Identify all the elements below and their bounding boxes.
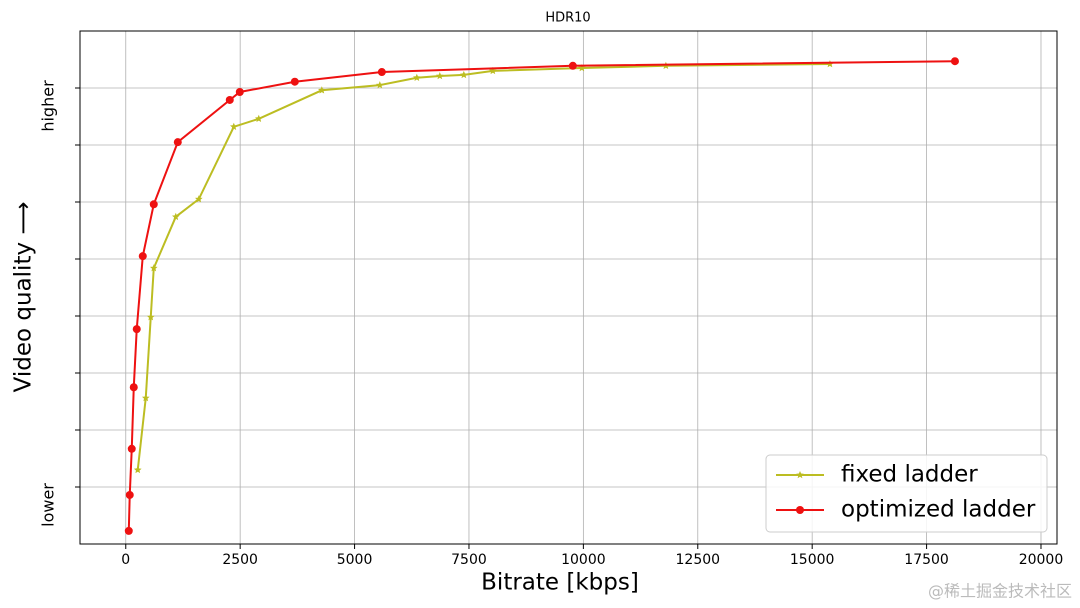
legend-marker (796, 471, 804, 479)
data-point (125, 490, 134, 499)
x-axis-label: Bitrate [kbps] (481, 570, 639, 596)
watermark: @稀土掘金技术社区 (928, 582, 1072, 601)
data-point (173, 138, 182, 147)
data-point (230, 122, 238, 130)
data-point (235, 87, 244, 96)
legend-label: fixed ladder (841, 462, 978, 488)
data-point (132, 325, 141, 334)
data-point (290, 77, 299, 86)
data-point (146, 313, 155, 321)
x-tick-label: 5000 (337, 552, 373, 568)
y-tick-label: higher (39, 80, 58, 132)
data-point (436, 72, 444, 80)
data-point (124, 526, 133, 535)
data-point (129, 383, 138, 392)
data-point (195, 195, 203, 203)
data-point (225, 95, 234, 104)
data-point (149, 200, 158, 209)
y-tick-label: lower (39, 483, 58, 527)
data-point (150, 264, 158, 272)
series-line (127, 60, 955, 531)
data-point (255, 114, 263, 122)
data-point (950, 57, 959, 66)
chart-title: HDR10 (545, 11, 590, 26)
data-point (460, 70, 468, 79)
x-tick-label: 10000 (561, 552, 606, 568)
legend-marker (796, 506, 804, 514)
data-point (578, 64, 586, 72)
data-point (138, 252, 147, 261)
data-point (142, 394, 150, 402)
y-axis-label: Video quality ⟶ (11, 202, 37, 393)
data-point (377, 68, 386, 77)
data-point (172, 212, 180, 221)
x-tick-label: 7500 (451, 552, 487, 568)
x-tick-label: 17500 (904, 552, 949, 568)
data-point (489, 66, 497, 75)
data-point (413, 73, 421, 81)
data-point (568, 61, 577, 70)
data-point (376, 81, 384, 89)
x-tick-label: 2500 (222, 552, 258, 568)
legend-box (765, 454, 1048, 533)
plot-frame (79, 30, 1058, 545)
x-tick-label: 0 (121, 552, 130, 568)
x-tick-label: 20000 (1019, 552, 1064, 568)
data-point (127, 444, 136, 453)
data-point (133, 465, 142, 474)
x-tick-label: 15000 (790, 552, 835, 568)
data-point (318, 86, 326, 94)
x-tick-label: 12500 (676, 552, 721, 568)
legend-label: optimized ladder (841, 497, 1036, 523)
